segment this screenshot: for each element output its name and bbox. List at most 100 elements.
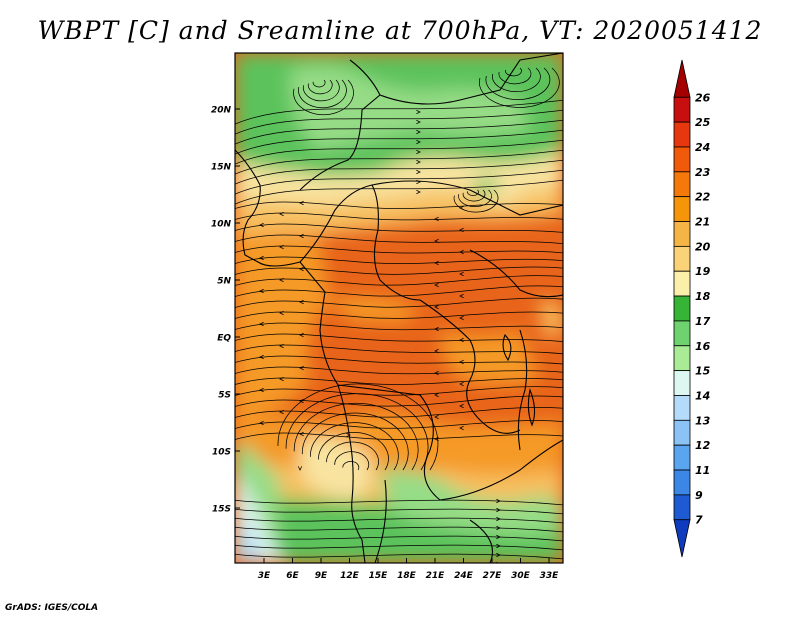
streamline	[453, 189, 499, 213]
streamline	[505, 67, 522, 77]
streamline-arrow	[434, 392, 439, 398]
streamline	[235, 99, 563, 125]
streamline	[235, 139, 563, 165]
colorbar-cell	[673, 196, 691, 222]
colorbar-cell	[673, 121, 691, 148]
streamline	[235, 526, 563, 533]
lon-label: 6E	[286, 571, 299, 581]
colorbar-label: 15	[695, 365, 711, 378]
colorbar-label: 12	[695, 439, 711, 452]
streamline-arrow	[496, 507, 501, 513]
colorbar-cell	[673, 370, 691, 396]
streamline-arrow	[416, 119, 421, 125]
streamline	[235, 344, 563, 355]
lat-label: EQ	[217, 334, 231, 344]
streamline-arrow	[459, 315, 464, 321]
colorbar-label: 17	[695, 315, 711, 328]
streamline	[235, 406, 563, 418]
map-frame	[234, 52, 564, 564]
colorbar-cell	[673, 345, 691, 372]
colorbar-label: 22	[695, 191, 711, 204]
streamline-arrow	[259, 288, 264, 294]
streamline	[235, 285, 563, 297]
colorbar-cell	[673, 444, 691, 471]
streamline	[285, 393, 429, 471]
colorbar-cell	[673, 419, 691, 446]
lat-label: 10S	[212, 448, 231, 458]
streamline-arrow	[259, 354, 264, 360]
lat-label: 20N	[211, 106, 232, 116]
colorbar-cell	[673, 469, 691, 496]
streamline	[235, 212, 563, 221]
colorbar-label: 25	[695, 116, 711, 129]
streamline-arrow	[299, 431, 304, 437]
streamline	[235, 201, 563, 209]
streamline	[235, 234, 563, 245]
streamline-arrow	[279, 277, 284, 283]
streamline	[235, 149, 563, 175]
streamline-arrow	[259, 321, 264, 327]
lon-label: 21E	[426, 571, 446, 581]
streamline-arrow	[434, 216, 439, 222]
streamline-arrow	[259, 222, 264, 228]
colorbar-label: 26	[695, 91, 711, 104]
lat-label: 5N	[217, 277, 231, 287]
lat-label: 15S	[212, 505, 231, 515]
lon-label: 30E	[511, 571, 531, 581]
streamline	[492, 67, 541, 93]
streamline-arrow	[259, 255, 264, 261]
streamline-arrow	[279, 376, 284, 382]
streamline	[293, 79, 354, 116]
colorbar: 26 25 24 23 22 21 20 19 18 17 16 15 14 13 12 11 9 7	[673, 59, 711, 558]
streamline-arrow	[299, 365, 304, 371]
lon-label: 15E	[369, 571, 389, 581]
streamline-arrow	[496, 534, 501, 540]
colorbar-cell	[673, 171, 691, 198]
colorbar-label: 20	[695, 240, 711, 253]
lat-label: 15N	[211, 163, 232, 173]
streamline	[235, 499, 563, 506]
streamline	[235, 311, 563, 319]
streamline	[307, 79, 333, 95]
streamline	[326, 441, 379, 471]
chart-title: WBPT [C] and Sreamline at 700hPa, VT: 20…	[37, 16, 763, 45]
colorbar-cell	[673, 221, 691, 247]
colorbar-cell	[673, 395, 691, 421]
streamline	[235, 179, 563, 205]
streamline	[235, 129, 563, 155]
streamline	[235, 275, 563, 286]
colorbar-label: 19	[695, 265, 711, 278]
streamline	[235, 377, 563, 385]
streamline	[235, 535, 563, 542]
streamline	[318, 432, 389, 471]
streamline	[334, 451, 370, 471]
streamline-arrow	[496, 543, 501, 549]
streamline-arrow	[279, 211, 284, 217]
streamline	[235, 266, 563, 275]
streamline	[298, 79, 347, 109]
colorbar-label: 14	[695, 389, 710, 402]
colorbar-label: 24	[695, 141, 710, 154]
streamline	[235, 322, 563, 331]
streamline-arrow	[259, 387, 264, 393]
streamline-arrow	[459, 271, 464, 277]
streamline-arrow	[434, 304, 439, 310]
colorbar-label: 7	[695, 514, 703, 527]
lon-label: 27E	[483, 571, 503, 581]
streamline	[235, 223, 563, 233]
streamline-arrow	[459, 381, 464, 387]
colorbar-cell	[673, 270, 691, 297]
lon-label: 3E	[258, 571, 271, 581]
streamline-arrow	[297, 466, 303, 471]
streamline-arrow	[416, 149, 421, 155]
streamline-arrow	[496, 498, 501, 504]
colorbar-label: 16	[695, 340, 711, 353]
streamline	[301, 412, 409, 471]
footer-credit: GrADS: IGES/COLA	[5, 603, 99, 613]
lon-label: 18E	[397, 571, 417, 581]
streamline	[235, 553, 563, 560]
streamline	[310, 422, 399, 471]
streamline-arrow	[299, 332, 304, 338]
streamline	[462, 189, 486, 202]
